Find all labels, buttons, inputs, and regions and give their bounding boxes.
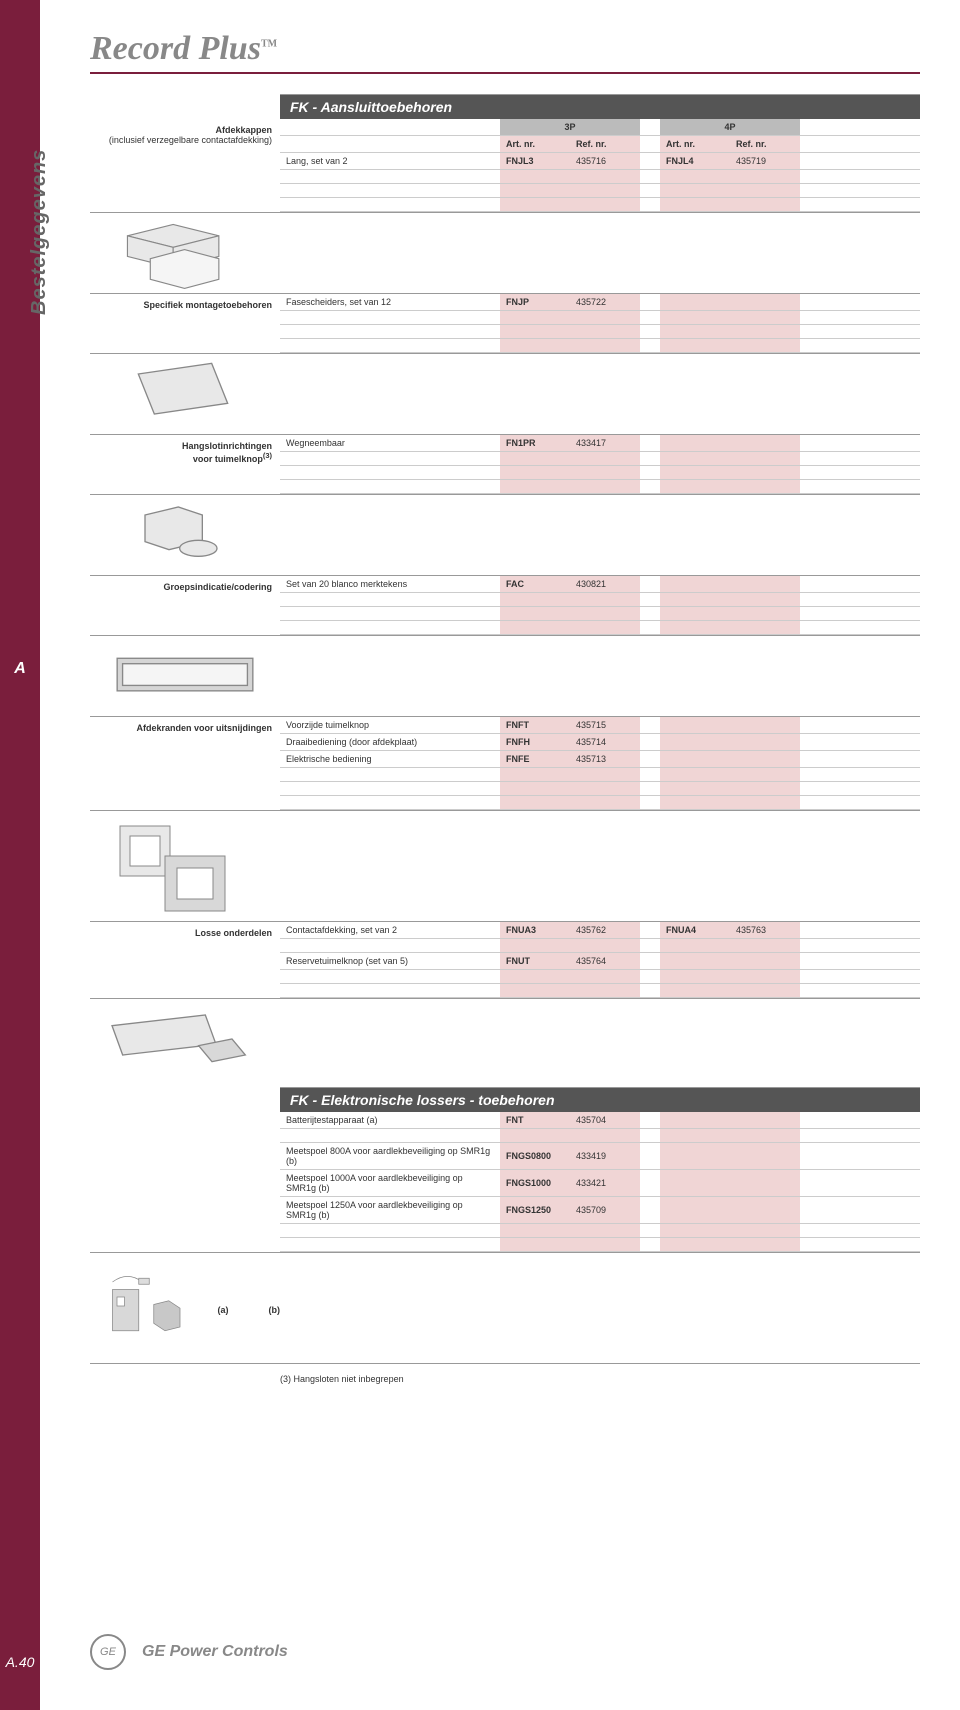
- label-specifiek: Specifiek montagetoebehoren: [90, 294, 280, 353]
- footer-company: GE Power Controls: [142, 1643, 288, 1661]
- label-afdekranden: Afdekranden voor uitsnijdingen: [90, 717, 280, 810]
- illus-afdekkappen: [90, 213, 280, 293]
- table-specifiek: Fasescheiders, set van 12 FNJP 435722: [280, 294, 920, 353]
- table-afdekkappen: 3P 4P Art. nr. Ref. nr. Art. nr. Ref. nr…: [280, 119, 920, 212]
- page-number: A.40: [0, 1654, 40, 1670]
- section-title-elek: FK - Elektronische lossers - toebehoren: [280, 1087, 920, 1112]
- footnote: (3) Hangsloten niet inbegrepen: [280, 1374, 920, 1384]
- table-hangslot: Wegneembaar FN1PR 433417: [280, 435, 920, 494]
- illus-afdekranden: [90, 811, 280, 921]
- illus-losse: [90, 999, 280, 1079]
- ge-logo-icon: GE: [90, 1634, 126, 1670]
- section-letter: A: [0, 660, 40, 678]
- table-afdekranden: Voorzijde tuimelknop FNFT 435715 Draaibe…: [280, 717, 920, 810]
- vertical-section-label: Bestelgegevens: [28, 149, 51, 315]
- label-a: (a): [218, 1305, 229, 1315]
- label-b: (b): [269, 1305, 281, 1315]
- label-losse: Losse onderdelen: [90, 922, 280, 998]
- table-elek: Batterijtestapparaat (a) FNT 435704 Meet…: [280, 1112, 920, 1252]
- illus-elek: (a) (b): [90, 1253, 280, 1363]
- section-title-aansluit: FK - Aansluittoebehoren: [280, 94, 920, 119]
- label-afdekkappen: Afdekkappen (inclusief verzegelbare cont…: [90, 119, 280, 212]
- label-elek-empty: [90, 1112, 280, 1252]
- illus-specifiek: [90, 354, 280, 434]
- illus-groeps: [90, 636, 280, 716]
- label-groeps: Groepsindicatie/codering: [90, 576, 280, 635]
- brand-logo: Record PlusTM: [90, 30, 277, 68]
- table-losse: Contactafdekking, set van 2 FNUA3 435762…: [280, 922, 920, 998]
- table-groeps: Set van 20 blanco merktekens FAC 430821: [280, 576, 920, 635]
- label-hangslot: Hangslotinrichtingen voor tuimelknop(3): [90, 435, 280, 494]
- illus-hangslot: [90, 495, 280, 575]
